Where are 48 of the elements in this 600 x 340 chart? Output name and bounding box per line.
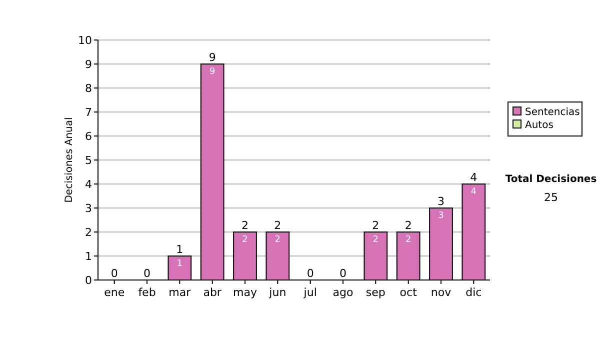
x-tick-label: dic xyxy=(466,286,482,299)
data-label: 1 xyxy=(176,259,183,269)
x-tick-label: feb xyxy=(138,286,156,299)
y-tick-label: 10 xyxy=(78,34,92,47)
total-label: 9 xyxy=(208,51,216,64)
y-tick-label: 6 xyxy=(85,130,92,143)
y-tick-label: 7 xyxy=(85,106,92,119)
y-tick-label: 3 xyxy=(85,202,92,215)
data-label: 3 xyxy=(438,211,444,221)
total-label: 4 xyxy=(470,171,478,184)
y-tick-label: 4 xyxy=(85,178,92,191)
y-tick-label: 0 xyxy=(85,274,92,287)
total-label: 3 xyxy=(438,195,444,208)
y-tick-label: 9 xyxy=(85,58,92,71)
text: Total Decisiones xyxy=(505,174,597,185)
x-tick-label: ene xyxy=(104,286,125,299)
total-label: 0 xyxy=(110,267,118,280)
y-tick-label: 8 xyxy=(85,82,92,95)
legend-label: Autos xyxy=(525,120,554,131)
total-label: 0 xyxy=(306,267,314,280)
y-axis-title: Decisiones Anual xyxy=(64,117,75,203)
total-label: 2 xyxy=(242,219,248,232)
data-label: 2 xyxy=(405,235,412,245)
data-label: 2 xyxy=(274,235,281,245)
total-label: 1 xyxy=(176,243,184,256)
x-tick-label: jun xyxy=(268,286,286,299)
x-tick-label: mar xyxy=(168,286,192,299)
x-tick-label: may xyxy=(233,286,258,299)
total-label: 0 xyxy=(144,267,150,280)
x-tick-label: ago xyxy=(332,286,354,299)
x-tick-label: oct xyxy=(400,286,418,299)
x-tick-label: sep xyxy=(366,286,386,299)
x-tick-label: abr xyxy=(203,286,222,299)
y-tick-label: 1 xyxy=(85,250,92,263)
x-tick-label: nov xyxy=(430,286,452,299)
legend-label: Sentencias xyxy=(525,107,580,118)
y-tick-label: 5 xyxy=(85,154,92,167)
total-label: 2 xyxy=(404,219,412,232)
data-label: 2 xyxy=(372,235,379,245)
total-label: 2 xyxy=(372,219,380,232)
y-tick-label: 2 xyxy=(85,226,92,239)
x-tick-label: jul xyxy=(302,286,317,299)
data-label: 9 xyxy=(209,67,216,77)
data-label: 2 xyxy=(242,235,248,245)
data-label: 4 xyxy=(470,187,477,197)
total-label: 0 xyxy=(340,267,346,280)
total-label: 2 xyxy=(274,219,282,232)
text: 25 xyxy=(544,191,558,204)
